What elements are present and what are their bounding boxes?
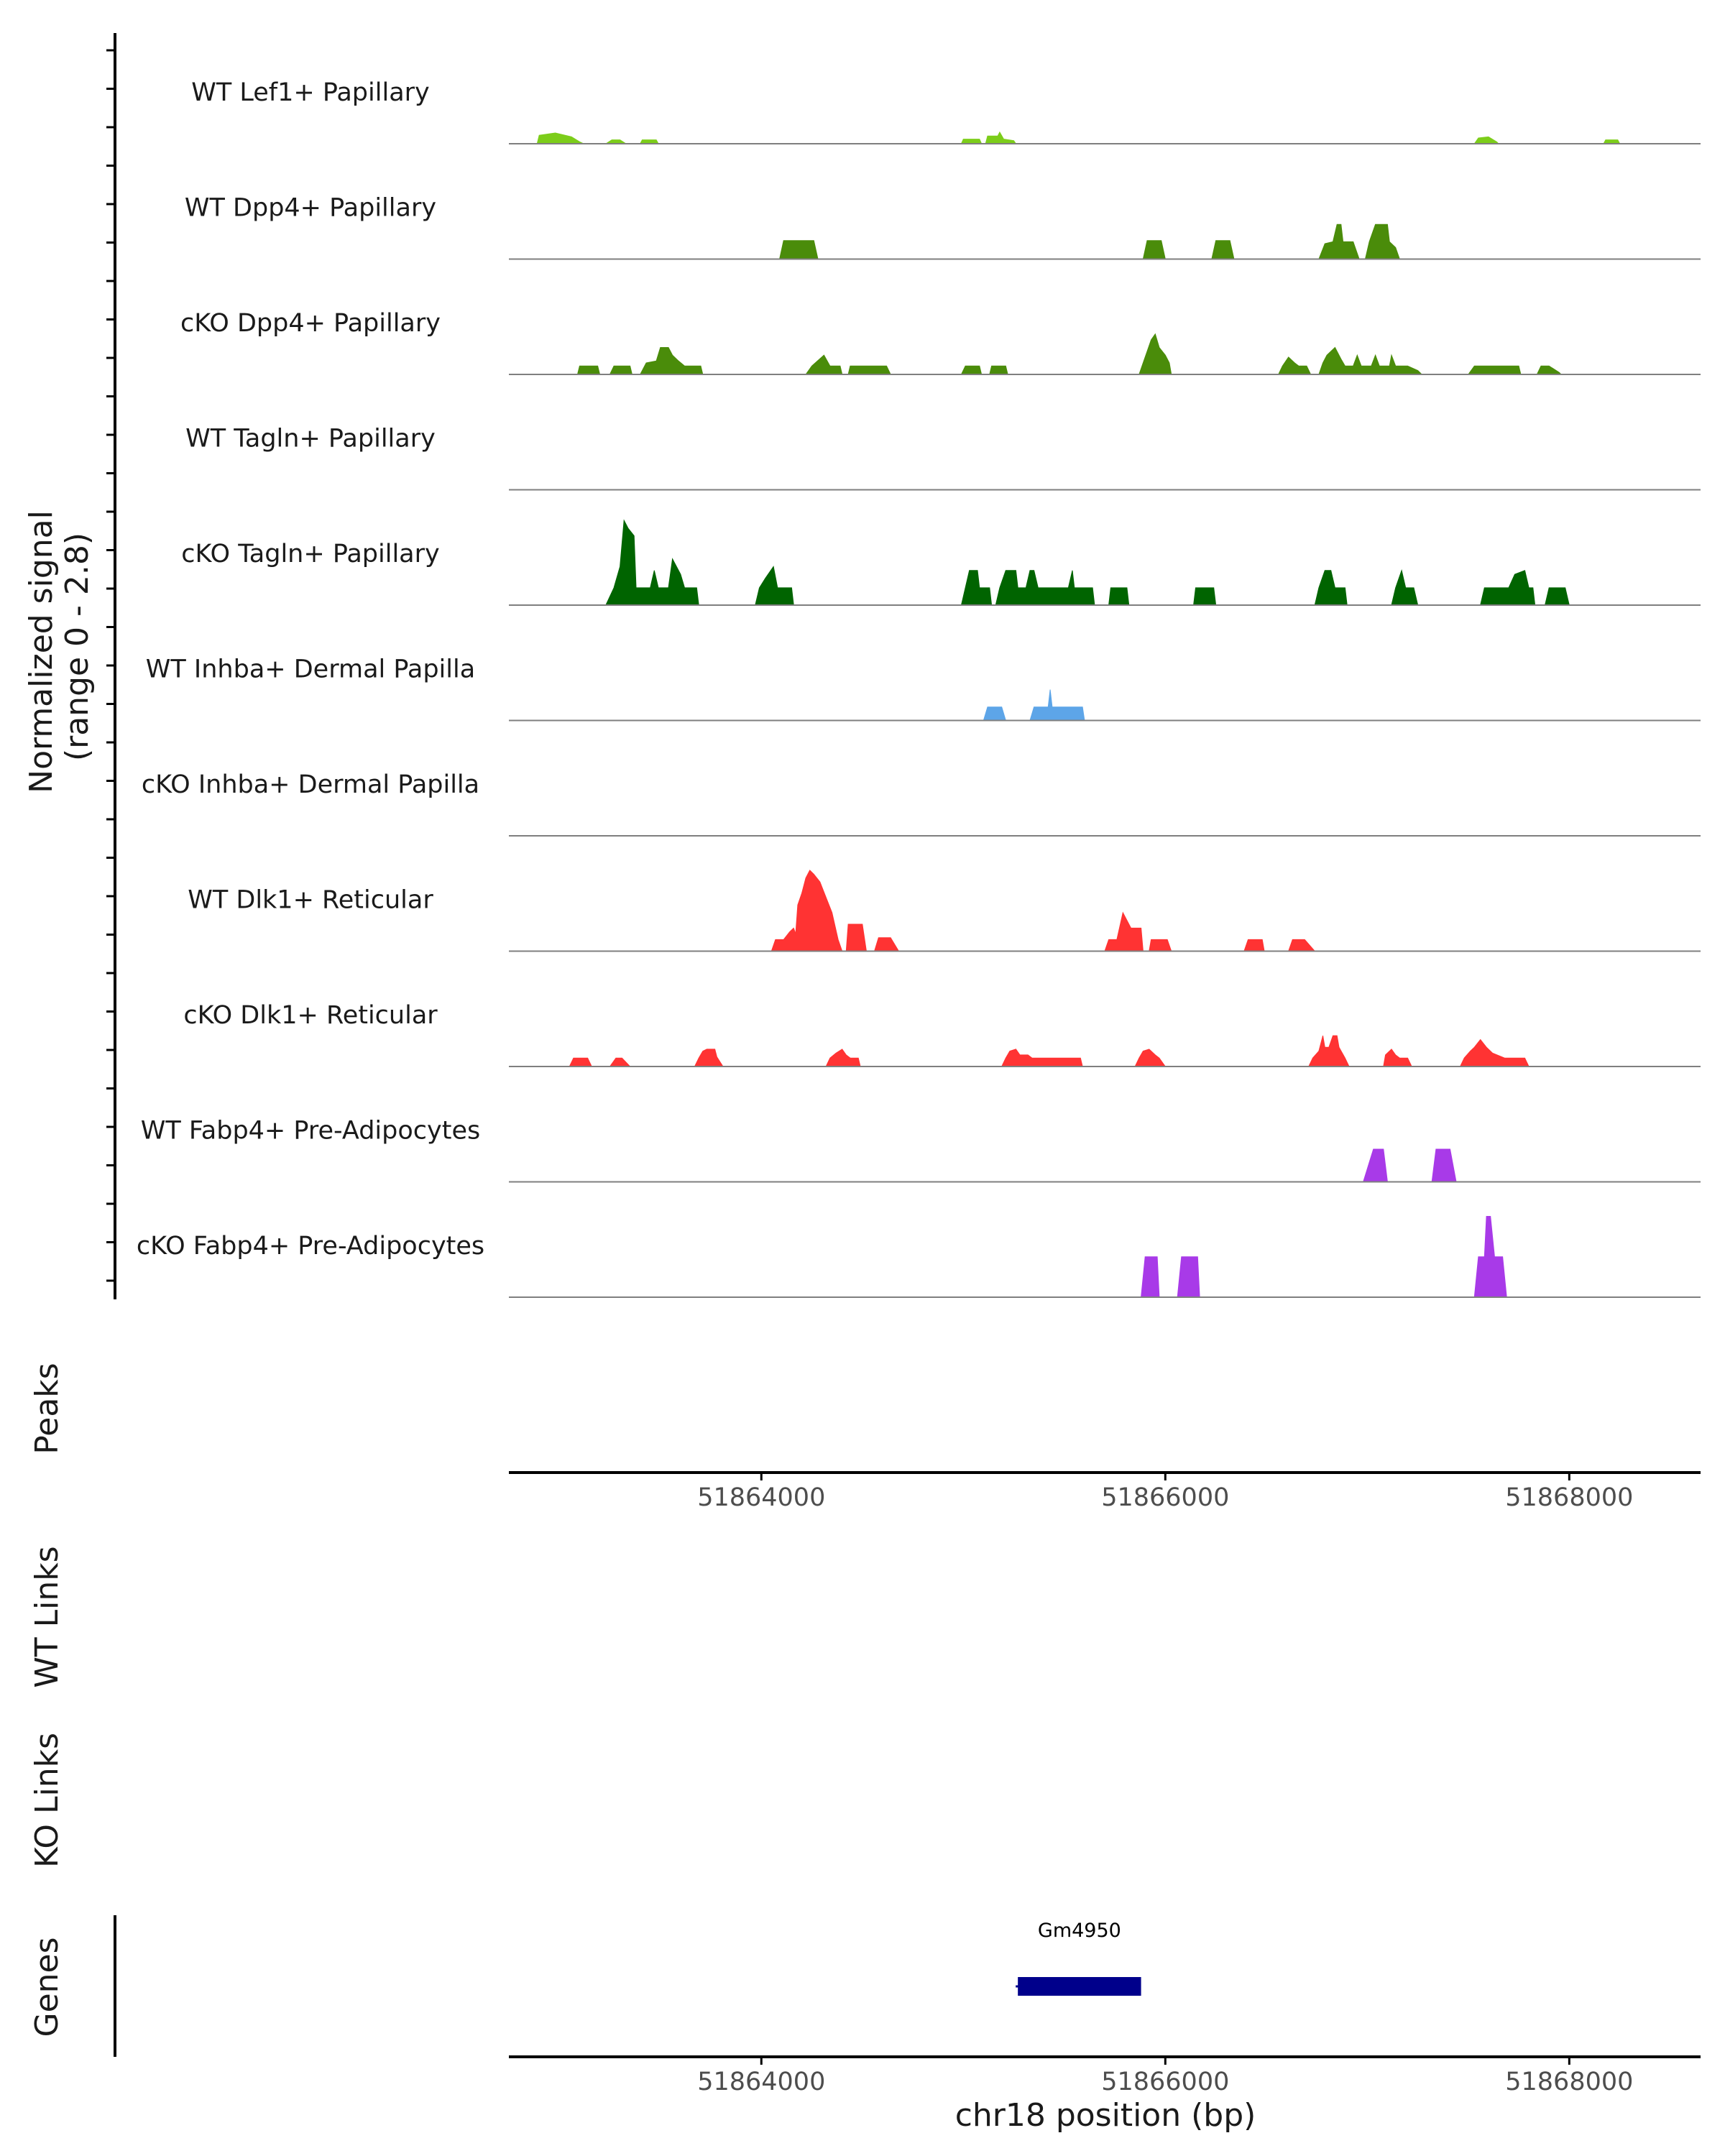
x-tick-label: 51864000 (697, 1483, 825, 1512)
coverage-area (605, 519, 1570, 606)
track-11: cKO Fabp4+ Pre-Adipocytes (137, 1216, 1701, 1298)
track-label: cKO Inhba+ Dermal Papilla (142, 770, 479, 799)
track-9: cKO Dlk1+ Reticular (183, 1001, 1701, 1067)
track-label: cKO Dpp4+ Papillary (180, 309, 441, 338)
coverage-area (778, 224, 1401, 259)
x-tick-label: 51868000 (1505, 1483, 1633, 1512)
gene-label: Gm4950 (1038, 1920, 1121, 1942)
gene-body (1018, 1977, 1141, 1996)
x-tick-label: 51866000 (1101, 1483, 1229, 1512)
x-axis-title: chr18 position (bp) (955, 2097, 1256, 2134)
track-label: cKO Tagln+ Papillary (181, 540, 440, 568)
track-label: cKO Dlk1+ Reticular (183, 1001, 438, 1030)
track-label: WT Fabp4+ Pre-Adipocytes (141, 1117, 480, 1146)
y-axis-title: Normalized signal (range 0 - 2.8) (23, 500, 96, 793)
coverage-area (569, 1035, 1530, 1067)
track-label: WT Inhba+ Dermal Papilla (146, 655, 475, 684)
track-label: WT Lef1+ Papillary (191, 78, 430, 107)
track-2: WT Dpp4+ Papillary (185, 194, 1701, 260)
x-tick-label: 51866000 (1101, 2068, 1229, 2096)
track-3: cKO Dpp4+ Papillary (180, 309, 1701, 375)
track-5: cKO Tagln+ Papillary (181, 519, 1701, 606)
track-label: WT Dlk1+ Reticular (188, 886, 433, 915)
track-8: WT Dlk1+ Reticular (188, 870, 1701, 952)
peaks-track-label: Peaks (29, 1363, 65, 1454)
track-6: WT Inhba+ Dermal Papilla (146, 655, 1701, 722)
track-4: WT Tagln+ Papillary (185, 425, 1701, 491)
track-7: cKO Inhba+ Dermal Papilla (142, 770, 1701, 837)
ko-links-track-label: KO Links (29, 1733, 65, 1868)
coverage-area (1363, 1148, 1457, 1182)
coverage-area (983, 689, 1085, 721)
track-label: WT Tagln+ Papillary (185, 425, 436, 453)
coverage-area (1141, 1216, 1507, 1298)
track-label: cKO Fabp4+ Pre-Adipocytes (137, 1232, 484, 1261)
coverage-area (576, 333, 1563, 375)
track-label: WT Dpp4+ Papillary (185, 194, 436, 223)
track-10: WT Fabp4+ Pre-Adipocytes (141, 1117, 1701, 1183)
track-1: WT Lef1+ Papillary (191, 78, 1701, 144)
coverage-area (770, 870, 1316, 952)
x-tick-label: 51868000 (1505, 2068, 1633, 2096)
genes-track-label: Genes (29, 1937, 65, 2037)
x-tick-label: 51864000 (697, 2068, 825, 2096)
coverage-area (536, 131, 1621, 144)
wt-links-track-label: WT Links (29, 1546, 65, 1687)
